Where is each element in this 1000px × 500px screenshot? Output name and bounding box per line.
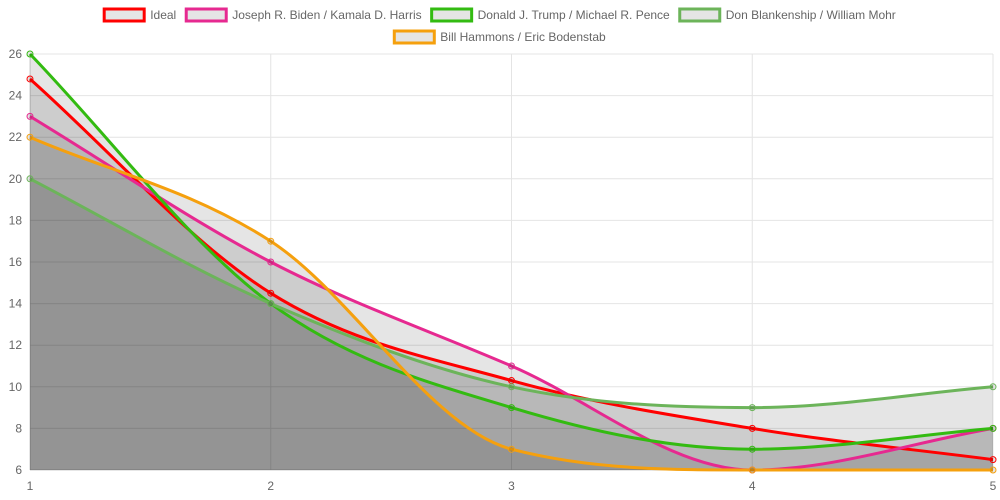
data-point-series-5 (508, 445, 515, 453)
legend-swatch-3 (430, 7, 474, 23)
x-tick-label: 2 (267, 479, 274, 493)
series-line-3 (28, 52, 994, 451)
data-point-series-1 (508, 377, 515, 385)
data-point-series-1 (748, 424, 756, 432)
y-tick-label: 24 (9, 89, 23, 103)
data-point-series-5 (267, 237, 275, 245)
data-point-series-3 (989, 424, 997, 432)
y-tick-label: 6 (15, 463, 22, 477)
data-point-series-1 (26, 75, 34, 83)
data-point-series-2 (267, 258, 275, 266)
data-point-series-4 (748, 404, 756, 412)
x-tick-label: 5 (990, 479, 997, 493)
y-tick-label: 10 (9, 380, 23, 394)
data-point-series-5 (26, 133, 34, 141)
data-point-series-5 (989, 466, 997, 474)
legend-label-3: Donald J. Trump / Michael R. Pence (478, 8, 670, 22)
series-area-2 (30, 116, 993, 471)
legend-swatch-4 (678, 7, 722, 23)
y-tick-label: 8 (15, 421, 22, 435)
series-area-3 (30, 54, 993, 470)
series-area-4 (30, 178, 993, 471)
data-point-series-5 (748, 466, 756, 474)
x-tick-label: 1 (27, 479, 34, 493)
data-point-series-1 (267, 289, 275, 297)
y-tick-label: 22 (9, 130, 23, 144)
data-point-series-4 (508, 383, 515, 391)
legend-label-1: Ideal (150, 8, 176, 22)
y-tick-label: 14 (9, 297, 23, 311)
x-tick-label: 3 (508, 479, 515, 493)
data-point-series-4 (989, 383, 997, 391)
data-point-series-3 (748, 445, 756, 453)
data-point-series-1 (989, 456, 997, 464)
y-tick-label: 16 (9, 255, 23, 269)
series-line-5 (29, 135, 993, 472)
data-point-series-3 (508, 404, 515, 412)
y-tick-label: 26 (9, 47, 23, 61)
x-tick-label: 4 (749, 479, 756, 493)
y-tick-label: 12 (9, 338, 23, 352)
series-line-2 (29, 115, 994, 472)
data-point-series-4 (267, 300, 275, 308)
data-point-series-2 (508, 362, 515, 370)
legend-swatch-5 (392, 29, 436, 45)
y-tick-label: 18 (9, 213, 23, 227)
data-point-series-2 (26, 112, 34, 120)
legend-swatch-2 (184, 7, 228, 23)
series-area-5 (30, 137, 993, 470)
y-tick-label: 20 (9, 172, 23, 186)
legend-label-5: Bill Hammons / Eric Bodenstab (440, 30, 606, 44)
series-line-4 (29, 177, 994, 410)
legend-swatch-1 (102, 7, 146, 23)
data-point-series-3 (26, 50, 34, 58)
legend-label-2: Joseph R. Biden / Kamala D. Harris (232, 8, 421, 22)
series-area-1 (30, 78, 993, 471)
legend-label-4: Don Blankenship / William Mohr (726, 8, 896, 22)
data-point-series-4 (26, 175, 34, 183)
